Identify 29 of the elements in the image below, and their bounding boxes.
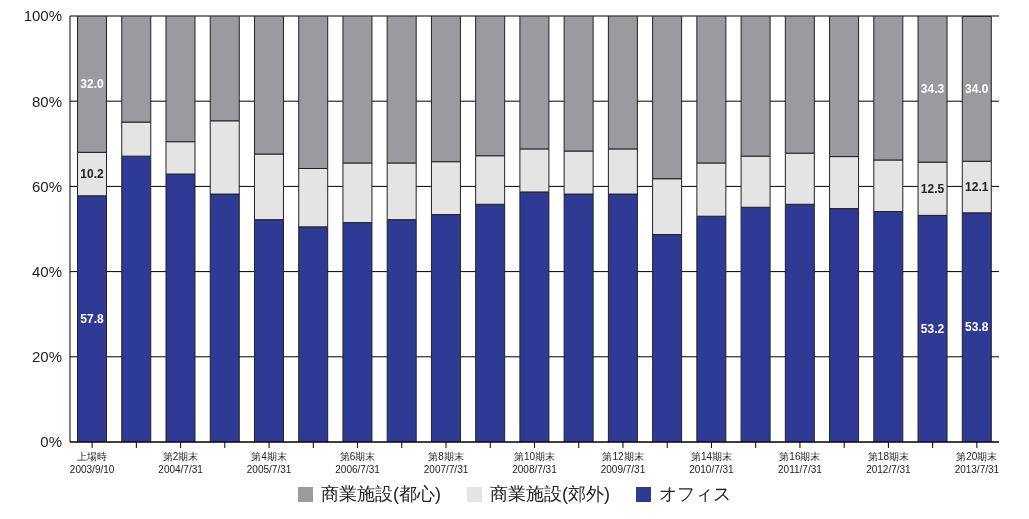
x-tick-label: 第20期末 2013/7/31 (954, 451, 1000, 475)
data-label: 12.1 (965, 180, 989, 195)
y-tick-label: 80% (31, 92, 62, 110)
y-tick-label: 0% (40, 433, 62, 451)
text: オフィス (658, 483, 731, 506)
x-tick-label: 第14期末 2010/7/31 (689, 451, 735, 475)
data-label: 53.2 (920, 321, 945, 336)
x-tick-label: 第8期末 2007/7/31 (423, 451, 469, 475)
legend-label: 商業施設(都心) (320, 483, 441, 506)
data-label: 57.8 (80, 311, 105, 326)
y-tick-label: 100% (23, 7, 62, 25)
data-label: 53.8 (965, 320, 989, 335)
x-tick-label: 第10期末 2008/7/31 (512, 451, 558, 475)
x-tick-label: 第18期末 2012/7/31 (866, 451, 912, 475)
legend-label: 商業施設(郊外) (489, 483, 610, 506)
y-tick-label: 40% (31, 262, 62, 280)
x-tick-label: 第6期末 2006/7/31 (335, 451, 381, 475)
data-label: 32.0 (80, 77, 105, 92)
x-tick-label: 第4期末 2005/7/31 (246, 451, 292, 475)
x-tick-label: 第12期末 2009/7/31 (600, 451, 646, 475)
data-label: 10.2 (80, 167, 105, 182)
x-tick-label: 第2期末 2004/7/31 (158, 451, 204, 475)
x-tick-label: 第16期末 2011/7/31 (778, 451, 823, 475)
y-tick-label: 20% (31, 348, 62, 366)
x-tick-label: 上場時 2003/9/10 (69, 451, 115, 475)
y-tick-label: 60% (31, 177, 62, 195)
data-label: 34.3 (920, 82, 945, 97)
data-label: 12.5 (920, 181, 945, 196)
data-label: 34.0 (965, 81, 989, 96)
